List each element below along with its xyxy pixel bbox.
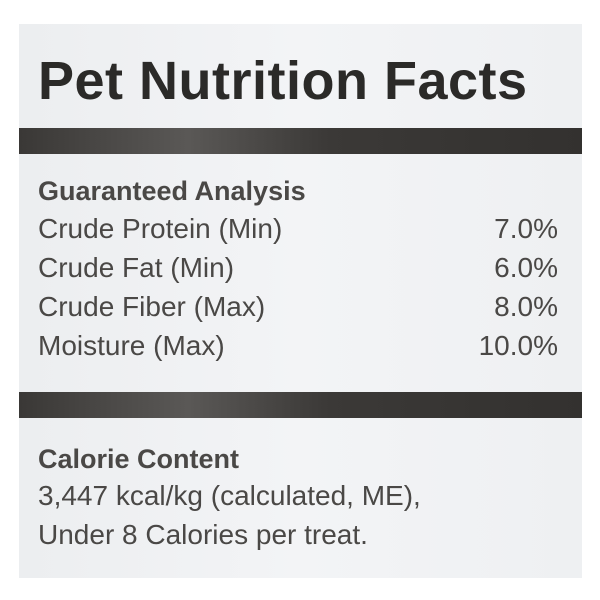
analysis-value: 8.0% [494, 291, 558, 322]
analysis-row: Crude Fiber (Max) 8.0% [38, 291, 558, 323]
analysis-row: Crude Fat (Min) 6.0% [38, 252, 558, 284]
calorie-line: 3,447 kcal/kg (calculated, ME), [38, 480, 421, 511]
calorie-content-heading: Calorie Content [38, 444, 240, 474]
guaranteed-analysis-heading: Guaranteed Analysis [38, 176, 306, 206]
analysis-value: 6.0% [494, 252, 558, 283]
analysis-label: Crude Protein (Min) [38, 213, 283, 244]
divider-bar [19, 392, 582, 418]
label-title: Pet Nutrition Facts [38, 51, 528, 111]
analysis-value: 7.0% [494, 213, 558, 244]
analysis-row: Crude Protein (Min) 7.0% [38, 213, 558, 245]
calorie-line: Under 8 Calories per treat. [38, 519, 368, 550]
analysis-label: Moisture (Max) [38, 330, 225, 361]
analysis-value: 10.0% [478, 330, 558, 361]
nutrition-label-panel [19, 24, 582, 578]
analysis-label: Crude Fiber (Max) [38, 291, 266, 322]
divider-bar [19, 128, 582, 154]
analysis-label: Crude Fat (Min) [38, 252, 235, 283]
analysis-row: Moisture (Max) 10.0% [38, 330, 558, 362]
